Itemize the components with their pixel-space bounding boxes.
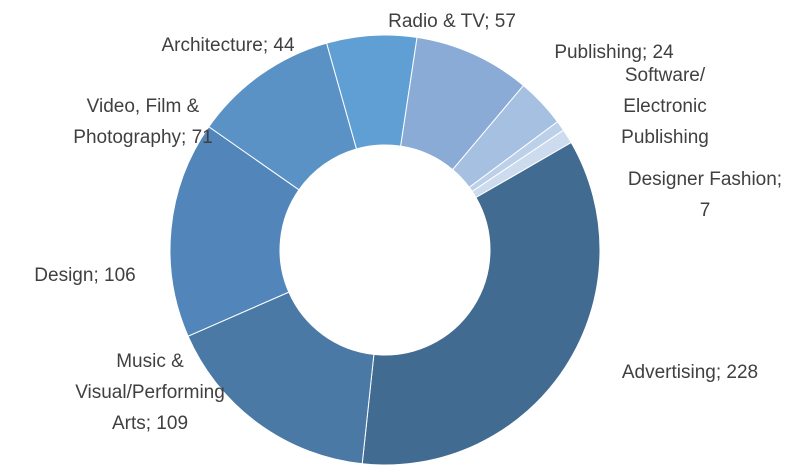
donut-slice: Designer Fashion [471,129,572,199]
label-line: Publishing [621,127,709,148]
label-line: Design; 106 [34,265,135,286]
label-line: Advertising; 228 [622,362,758,383]
label-line: Designer Fashion; [628,169,782,190]
label-line: Video, Film & [87,96,200,117]
data-label: Software/Electronic Publishing [621,65,709,148]
data-label: Radio & TV; 57 [388,11,516,32]
label-line: Visual/Performing [75,382,225,403]
label-line: Radio & TV; 57 [388,11,516,32]
data-label: Music & Visual/Performing Arts; 109 [75,351,225,434]
donut-slice: Design [169,126,300,337]
label-line: Architecture; 44 [161,35,294,56]
label-line: Photography; 71 [73,127,212,148]
label-line: 7 [700,200,711,221]
label-line: Arts; 109 [112,413,188,434]
data-label: Design; 106 [34,265,135,286]
donut-slice: Music & Visual/Performing Arts [187,291,375,465]
data-label: Designer Fashion; 7 [628,169,782,221]
data-label: Advertising; 228 [622,362,758,383]
label-line: Music & [116,351,184,372]
label-line: Software/ [625,65,706,86]
label-line: Publishing; 24 [554,42,674,63]
label-line: Electronic [623,96,706,117]
data-label: Publishing; 24 [554,42,674,63]
donut-slice: Advertising [361,141,601,466]
data-label: Video, Film & Photography; 71 [73,96,212,148]
data-label: Architecture; 44 [161,35,294,56]
